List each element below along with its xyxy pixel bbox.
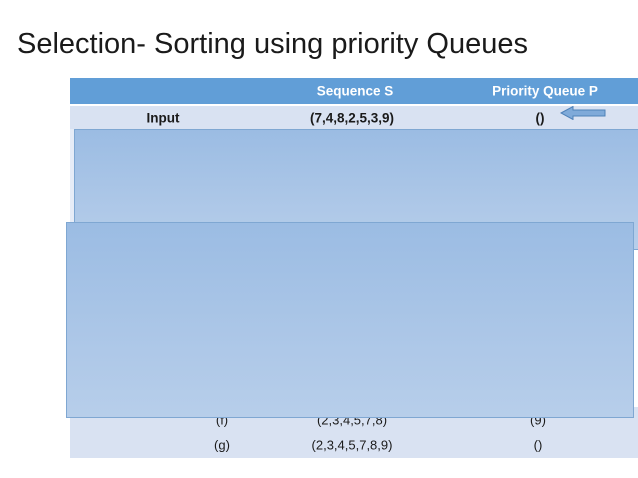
row-g-priority-queue: () bbox=[533, 437, 543, 453]
overlay-box-bottom bbox=[66, 222, 634, 418]
table-header-row: Sequence S Priority Queue P bbox=[70, 78, 638, 104]
table-row-g: (g) (2,3,4,5,7,8,9) () bbox=[70, 432, 638, 458]
table-edge-strip bbox=[70, 129, 75, 222]
row-g-label: (g) bbox=[214, 437, 230, 453]
row-input-priority-queue: () bbox=[535, 110, 545, 125]
row-g-sequence: (2,3,4,5,7,8,9) bbox=[311, 437, 393, 453]
row-input-sequence: (7,4,8,2,5,3,9) bbox=[309, 110, 395, 125]
header-sequence: Sequence S bbox=[316, 83, 394, 99]
table-row-input: Input (7,4,8,2,5,3,9) () bbox=[70, 106, 638, 129]
slide-title: Selection- Sorting using priority Queues bbox=[17, 28, 528, 60]
header-priority-queue: Priority Queue P bbox=[492, 83, 598, 99]
left-block-arrow-icon bbox=[560, 106, 606, 120]
row-input-label: Input bbox=[146, 110, 180, 125]
